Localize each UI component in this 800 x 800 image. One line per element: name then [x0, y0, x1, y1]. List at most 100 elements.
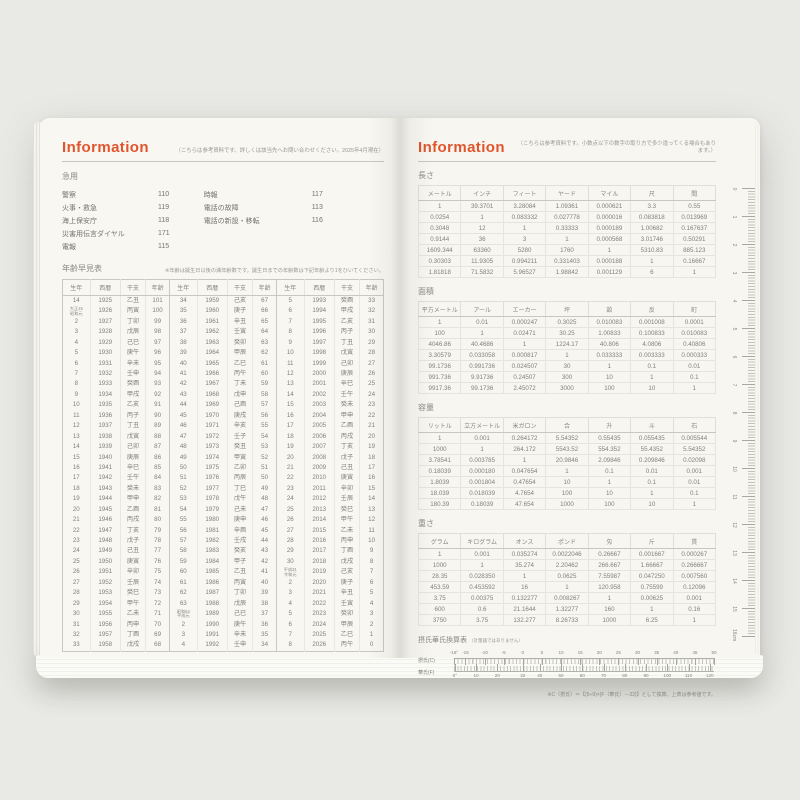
fahrenheit-major-tick: [667, 664, 669, 671]
age-cell: 癸亥: [226, 546, 253, 557]
age-cell: 1999: [303, 358, 335, 370]
age-cell: 85: [145, 463, 170, 474]
age-cell: 1977: [196, 483, 228, 495]
ruler-unit-label: 16cm: [731, 629, 737, 642]
conversion-cell: 0.16: [672, 603, 717, 615]
age-cell: 1940: [89, 452, 121, 463]
conversion-cell: 63360: [460, 244, 504, 256]
age-cell: 6: [74, 359, 79, 367]
emergency-number: 118: [158, 217, 170, 224]
age-cell: 26: [275, 515, 305, 526]
age-cell: 1928: [89, 327, 121, 338]
conversion-header-row: メートル インチ フィート ヤード マイル尺間: [417, 185, 717, 201]
age-cell: 1979: [196, 504, 228, 516]
age-cell: 64: [252, 327, 277, 338]
ruler: 0 1 2 3 4 5 6 7 8 9 10 11 12 13 14 15 16cm: [727, 188, 757, 650]
conversion-cell: 0.00625: [630, 592, 674, 604]
age-cell: 丁卯: [119, 316, 146, 328]
emergency-number: 115: [158, 243, 170, 250]
age-cell: 丁未: [226, 379, 253, 390]
conversion-cell: 132.277: [502, 614, 547, 626]
age-cell: 丁酉: [119, 630, 146, 641]
conversion-cell: 0.007560: [672, 570, 717, 582]
age-cell: 99: [145, 316, 170, 328]
conversion-column-header: ポンド: [545, 533, 589, 549]
age-cell: 1926: [89, 306, 121, 317]
conversion-cell: 0.001667: [630, 548, 674, 560]
conversion-cell: 0.083818: [630, 211, 674, 223]
conversion-cell: 3.75: [460, 614, 504, 626]
age-table-row: 26 1951 辛卯 75 60 1985 乙丑 41 平成31 令和元 2019 己亥 7: [63, 567, 384, 578]
age-cell: 60: [168, 567, 198, 578]
age-cell: 93: [145, 379, 170, 390]
age-table-row: 5 1930 庚午 96 39 1964 甲辰 62 10 1998 戊寅 28: [63, 348, 384, 359]
conversion-table-row: 3750 3.75 132.277 8.26733 1000 6.25 1: [417, 614, 717, 626]
age-table-row: 11 1936 丙子 90 45 1970 庚戌 56 16 2004 甲申 22: [63, 410, 384, 422]
age-cell: 37: [252, 609, 277, 620]
age-cell: 11: [275, 358, 305, 370]
conversion-header-row: 平方メートル アール エーカー坪畝反町: [417, 301, 717, 317]
age-cell: 己亥: [333, 567, 360, 578]
age-cell: 乙酉: [119, 504, 146, 516]
conversion-table-row: 3.30579 0.033058 0.000817 1 0.033333 0.003333…: [417, 349, 717, 361]
age-cell: 80: [145, 515, 170, 526]
age-cell: 丙戌: [333, 431, 360, 443]
age-cell: 1967: [196, 379, 228, 390]
age-cell: 11: [73, 411, 80, 419]
age-cell: 61: [168, 577, 198, 589]
age-cell: 62: [252, 348, 277, 359]
age-cell: 2010: [303, 473, 335, 484]
conversion-cell: 0.0254: [417, 211, 462, 223]
conversion-cell: 71.5832: [460, 266, 504, 278]
conversion-table-body: 1 0.001 0.264172 5.54352 0.55435 0.055435 0.00…: [417, 432, 717, 510]
age-cell: 6: [275, 619, 305, 630]
conversion-cell: 0.033058: [460, 349, 504, 361]
age-cell: 65: [252, 316, 277, 328]
age-cell: 2008: [303, 452, 335, 463]
age-cell: 9: [359, 546, 384, 557]
conversion-cell: 16: [502, 581, 547, 593]
age-cell: 辛巳: [333, 379, 360, 390]
conversion-cell: 0.0001: [672, 316, 717, 328]
age-cell: 25: [275, 504, 305, 516]
age-cell: 52: [252, 452, 277, 463]
conversion-column-header: リットル: [417, 417, 462, 433]
age-cell: 3: [275, 588, 305, 599]
age-table-row: 2 1927 丁卯 99 36 1961 辛丑 65 7 1995 乙亥 31: [63, 316, 384, 328]
ruler-number: 7: [731, 383, 737, 387]
celsius-major-tick: [714, 658, 715, 665]
age-cell: 丙寅: [226, 577, 253, 589]
conversion-cell: 100: [587, 382, 632, 394]
conversion-column-header: フィート: [502, 185, 547, 201]
age-cell: 3: [74, 328, 79, 336]
age-cell: 43: [168, 389, 198, 401]
conversion-cell: 0.167637: [672, 222, 717, 234]
age-cell: 27: [275, 525, 305, 537]
age-cell: 3: [359, 609, 384, 620]
age-cell: 1986: [196, 577, 228, 589]
conversion-cell: 1.66667: [630, 559, 674, 571]
celsius-major-tick: [465, 658, 467, 665]
age-cell: 55: [252, 421, 277, 432]
conversion-cell: 0.02471: [502, 327, 547, 339]
conversion-column-header: マイル: [587, 185, 632, 201]
conversion-cell: 0.994211: [502, 255, 547, 267]
age-cell: 辛巳: [119, 463, 146, 474]
page-stack-left-edge: [33, 122, 42, 656]
conversion-cell: 0.453592: [460, 581, 504, 593]
conversion-table-row: 0.30303 11.9305 0.994211 0.331403 0.000188 1 0…: [417, 255, 717, 267]
notebook: Information （こちらは参考資料です。詳しくは該当先へお問い合わせくだ…: [33, 118, 763, 698]
age-cell: 35: [252, 630, 277, 641]
ruler-cm-tick: [742, 356, 757, 357]
age-cell: 20: [72, 505, 80, 513]
age-cell: 3: [168, 630, 198, 641]
age-cell: 32: [72, 630, 80, 638]
conversion-cell: 4.0806: [630, 338, 674, 350]
age-cell: 8: [275, 327, 305, 338]
fahrenheit-major-tick: [539, 664, 541, 671]
age-table-row: 16 1941 辛巳 85 50 1975 乙卯 51 21 2009 己丑 17: [63, 463, 384, 474]
age-cell: 6: [359, 577, 384, 589]
age-cell: 甲申: [333, 410, 360, 422]
celsius-tick-label: 5: [540, 650, 544, 655]
conversion-cell: 8.26733: [545, 614, 589, 626]
